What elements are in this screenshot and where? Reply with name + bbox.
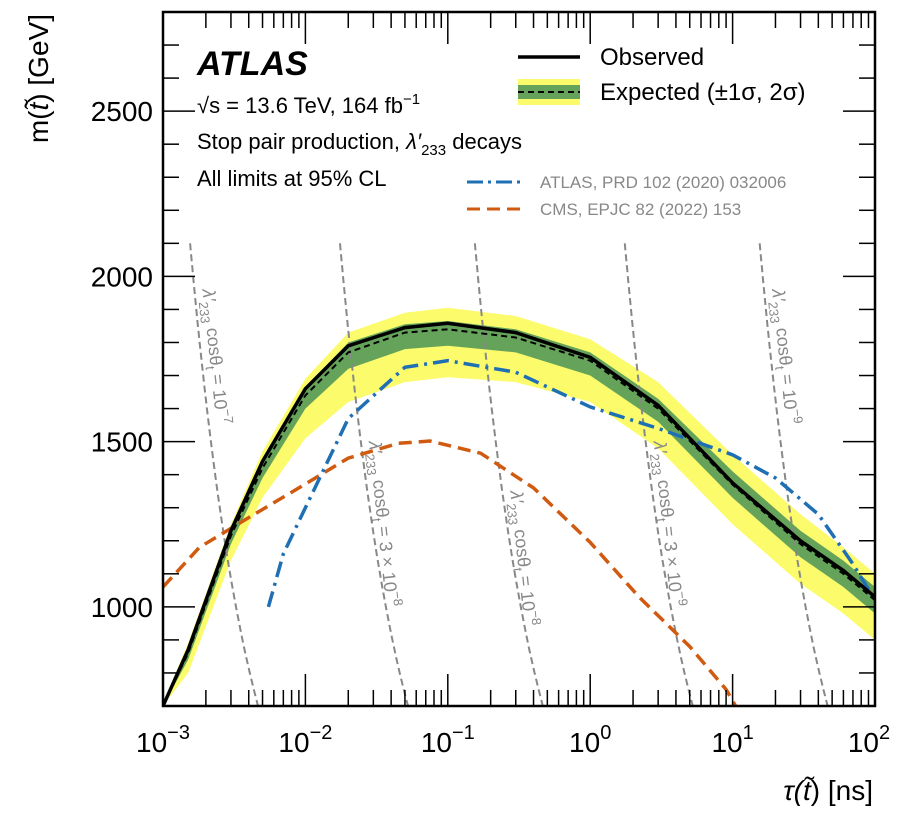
x-axis-title-post: ) [ns] (811, 775, 873, 806)
coupling-contours (189, 243, 829, 706)
x-tick-base: 10 (278, 727, 309, 758)
x-tick-base: 10 (848, 727, 879, 758)
coupling-label-3: λ′233 cosθt = 10−8 (502, 488, 544, 627)
x-axis-title: τ(t̃) [ns] (783, 775, 873, 806)
coupling-label-cos-sub: t (772, 365, 787, 371)
observed-limit-curve (163, 321, 875, 706)
atlas-reference-curve (266, 358, 875, 608)
x-axis-title-pre: τ( (783, 775, 805, 806)
expected-limit-curve (163, 328, 875, 706)
coupling-line-4 (623, 243, 694, 706)
legend-atlas-ref-label: ATLAS, PRD 102 (2020) 032006 (540, 173, 786, 192)
y-axis-title: m(t̃) [GeV] (23, 14, 54, 143)
x-tick-label: 10−2 (278, 722, 332, 758)
coupling-label-value: = 3 × 10 (658, 520, 685, 593)
coupling-label-lambda: λ′ (506, 489, 527, 505)
x-tick-exponent: 0 (600, 722, 611, 744)
axis-ticks (162, 11, 876, 707)
coupling-label-exponent: −9 (790, 408, 806, 424)
coupling-label-cos-theta: cosθ (772, 322, 796, 367)
coupling-label-exponent: −9 (674, 590, 690, 606)
y-tick-label: 2500 (91, 96, 153, 127)
y-axis-title-pre: m( (23, 110, 54, 143)
lumi-exponent: −1 (403, 91, 420, 108)
legend-observed-label: Observed (600, 44, 704, 71)
y-tick-label: 1000 (91, 592, 153, 623)
coupling-line-2 (339, 243, 410, 706)
coupling-label-lambda: λ′ (365, 439, 386, 455)
expected-bands (163, 307, 875, 706)
coupling-label-cos-theta: cosθ (510, 523, 534, 568)
y-tick-label: 2000 (91, 261, 153, 292)
coupling-label-1: λ′233 cosθt = 10−7 (194, 287, 236, 426)
coupling-label-cos-sub: t (369, 517, 384, 523)
x-tick-base: 10 (421, 727, 452, 758)
coupling-label-value: = 10 (207, 368, 231, 410)
coupling-label-lambda-sub: 233 (196, 301, 213, 324)
coupling-label-value: = 3 × 10 (373, 520, 400, 593)
y-axis-title-post: ) [GeV] (23, 14, 54, 103)
coupling-label-cos-sub: t (654, 517, 669, 523)
coupling-label-exponent: −8 (528, 610, 544, 626)
coupling-line-3 (473, 243, 544, 706)
x-tick-exponent: −2 (310, 722, 333, 744)
process-lambda: λ′ (405, 129, 422, 154)
coupling-label-lambda-sub: 233 (362, 453, 379, 476)
x-tick-base: 10 (569, 727, 600, 758)
cl-label: All limits at 95% CL (197, 166, 387, 191)
x-tick-label: 100 (569, 722, 611, 758)
plot-frame (161, 10, 877, 708)
experiment-label: ATLAS (196, 45, 308, 83)
expected-2sigma-band (163, 307, 875, 706)
coupling-labels: λ′233 cosθt = 10−7λ′233 cosθt = 3 × 10−8… (194, 287, 806, 627)
coupling-label-lambda: λ′ (198, 287, 219, 303)
coupling-label-exponent: −8 (390, 590, 406, 606)
coupling-label-cos-sub: t (202, 365, 217, 371)
coupling-line-5 (758, 243, 829, 706)
x-tick-exponent: −1 (452, 722, 475, 744)
coupling-label-lambda-sub: 233 (504, 503, 521, 526)
coupling-label-cos-theta: cosθ (368, 474, 392, 519)
x-tick-label: 102 (848, 722, 890, 758)
legend: Observed Expected (±1σ, 2σ) ATLAS, PRD 1… (467, 44, 806, 219)
coupling-line-1 (189, 243, 260, 706)
limit-curves (163, 321, 875, 706)
legend-cms-ref-label: CMS, EPJC 82 (2022) 153 (540, 200, 741, 219)
coupling-label-cos-theta: cosθ (202, 322, 226, 367)
process-label: Stop pair production, λ′233 decays (197, 129, 522, 159)
x-tick-label: 10−3 (136, 722, 190, 758)
process-post: decays (446, 129, 522, 154)
x-tick-base: 10 (711, 727, 742, 758)
coupling-label-lambda: λ′ (650, 439, 671, 455)
legend-expected-label: Expected (±1σ, 2σ) (600, 79, 806, 106)
coupling-label-5: λ′233 cosθt = 10−9 (764, 287, 806, 426)
coupling-label-2: λ′233 cosθt = 3 × 10−8 (361, 439, 406, 608)
energy-lumi-label: √s = 13.6 TeV, 164 fb−1 (197, 91, 420, 118)
coupling-label-lambda: λ′ (768, 287, 789, 303)
x-tick-label: 10−1 (421, 722, 475, 758)
coupling-label-exponent: −7 (220, 408, 236, 424)
x-tick-base: 10 (136, 727, 167, 758)
coupling-label-lambda-sub: 233 (765, 301, 782, 324)
cms-reference-curve (163, 439, 738, 706)
x-tick-label: 101 (711, 722, 753, 758)
x-tick-exponent: 2 (879, 722, 890, 744)
coupling-label-cos-theta: cosθ (653, 474, 677, 519)
x-tick-exponent: 1 (743, 722, 754, 744)
energy-lumi-text: √s = 13.6 TeV, 164 fb (197, 93, 403, 118)
coupling-label-lambda-sub: 233 (647, 453, 664, 476)
process-sub: 233 (421, 142, 446, 159)
y-tick-label: 1500 (91, 427, 153, 458)
x-tick-exponent: −3 (167, 722, 190, 744)
process-text: Stop pair production, (197, 129, 406, 154)
coupling-label-value: = 10 (515, 570, 539, 612)
coupling-label-value: = 10 (776, 368, 800, 410)
coupling-label-cos-sub: t (510, 567, 525, 573)
